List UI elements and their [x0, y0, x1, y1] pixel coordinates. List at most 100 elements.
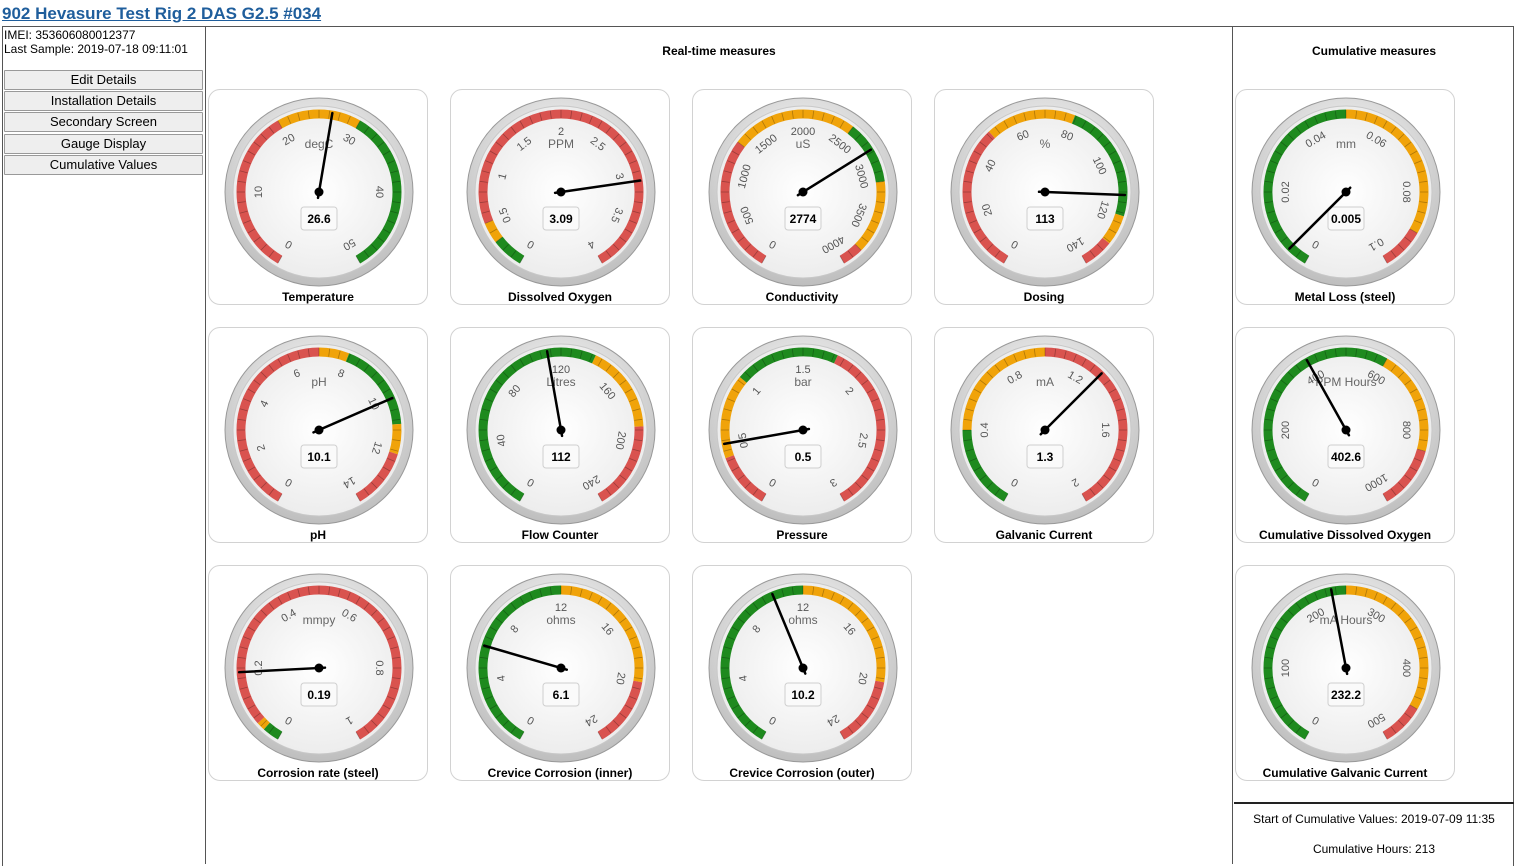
- gauge-band: [478, 585, 562, 740]
- gauge-band: [597, 426, 644, 502]
- gauge-needle: [796, 148, 873, 197]
- gauge-band: [802, 585, 886, 683]
- gauge-card-crevice-corrosion-outer: 0 4 8 12 16 20 24 ohms 10.2 Crevice Corrosion (ou…: [692, 565, 912, 781]
- gauge-tick-label: 2: [255, 443, 268, 452]
- gauge-tick-label: 0.8: [373, 660, 385, 675]
- gauge-value-box: [784, 444, 822, 469]
- gauge-pivot: [314, 425, 324, 435]
- gauge-needle: [316, 111, 334, 200]
- gauge-unit-label: uS: [796, 137, 811, 151]
- gauge-tick-label: 20: [613, 671, 627, 685]
- gauge-tick-label: 12: [797, 602, 809, 614]
- gauge-band: [478, 347, 596, 502]
- gauge-title: Dosing: [1023, 290, 1065, 304]
- gauge-card-conductivity: 0 500 1000 1500 2000 2500 3000 3500 4000 uS 2774 Co…: [692, 89, 912, 305]
- gauge-needle: [722, 427, 811, 446]
- gauge-card-flow-counter: 0 40 80 120 160 200 240 Litres 112 Flow Counter: [450, 327, 670, 543]
- gauge-band: [495, 236, 525, 264]
- gauge-band: [962, 429, 1009, 502]
- gauge-band: [1382, 448, 1426, 502]
- gauge-band: [484, 220, 503, 243]
- gauge-title: Conductivity: [765, 290, 839, 304]
- gauge-tick-label: 0: [283, 713, 294, 726]
- gauge-tick-label: 0.08: [1400, 181, 1412, 202]
- gauge-value-box: [300, 682, 338, 707]
- gauge-tick-label: 400: [1400, 659, 1412, 677]
- last-sample-text: Last Sample: 2019-07-18 09:11:01: [4, 42, 188, 56]
- gauge-band: [318, 347, 350, 362]
- gauge-unit-label: ohms: [788, 613, 817, 627]
- gauge-value-readout: 402.6: [1331, 450, 1361, 464]
- cumulative-divider: [1232, 27, 1233, 864]
- gauge-tick-label: 20: [980, 202, 995, 217]
- gauge-value-box: [300, 444, 338, 469]
- gauge-title: Cumulative Dissolved Oxygen: [1258, 528, 1432, 542]
- gauge-band: [847, 126, 885, 183]
- page-title[interactable]: 902 Hevasure Test Rig 2 DAS G2.5 #034: [2, 4, 322, 23]
- gauge-value-readout: 2774: [790, 212, 817, 226]
- gauge-value-box: [542, 444, 580, 469]
- gauge-band: [1345, 585, 1429, 710]
- gauge-value-readout: 6.1: [553, 688, 570, 702]
- gauge-tick-label: 0: [525, 713, 536, 726]
- gauge-tick-label: 4: [258, 399, 271, 410]
- gauge-card-ph: 0 2 4 6 8 10 12 14 pH 10.1 pH: [208, 327, 428, 543]
- gauge-tick-label: 3.5: [608, 206, 625, 225]
- gauge-band: [988, 109, 1076, 139]
- gauge-band: [854, 181, 886, 251]
- installation-details-button[interactable]: Installation Details: [4, 91, 203, 111]
- gauge-band: [962, 131, 1009, 264]
- gauge-needle: [482, 644, 569, 671]
- gauge-tick-label: 800: [1400, 421, 1412, 439]
- gauge-band: [591, 355, 644, 427]
- gauge-value-readout: 232.2: [1331, 688, 1361, 702]
- gauge-value-readout: 0.005: [1331, 212, 1361, 226]
- gauge-band: [478, 109, 644, 264]
- gauge-title: Metal Loss (steel): [1294, 290, 1396, 304]
- gauge-pivot: [556, 425, 566, 435]
- gauge-tick-label: 40: [983, 158, 999, 174]
- gauge-display-button[interactable]: Gauge Display: [4, 134, 203, 154]
- gauge-tick-label: 24: [825, 712, 842, 729]
- gauge-unit-label: mm: [1336, 137, 1356, 151]
- gauge-band: [1382, 358, 1429, 452]
- gauge-pivot: [556, 187, 566, 197]
- gauge-needle: [1305, 358, 1351, 437]
- gauge-band: [236, 585, 402, 740]
- gauge-tick-label: 120: [552, 364, 570, 376]
- gauge-tick-label: 0: [1310, 475, 1321, 488]
- gauge-band: [739, 347, 838, 383]
- gauge-tick-label: 0: [767, 713, 778, 726]
- gauge-band: [1102, 213, 1124, 244]
- gauge-title: Dissolved Oxygen: [507, 290, 613, 304]
- gauge-unit-label: mA: [1036, 375, 1054, 389]
- gauge-band: [597, 680, 643, 740]
- gauge-title: Flow Counter: [521, 528, 599, 542]
- gauge-pivot: [798, 425, 808, 435]
- gauge-tick-label: 1.5: [795, 364, 810, 376]
- gauge-needle: [553, 179, 642, 195]
- gauge-title: Temperature: [282, 290, 354, 304]
- gauge-card-crevice-corrosion-inner: 0 4 8 12 16 20 24 ohms 6.1 Crevice Corrosion (inn…: [450, 565, 670, 781]
- gauge-band: [236, 347, 320, 502]
- secondary-screen-button[interactable]: Secondary Screen: [4, 112, 203, 132]
- gauge-tick-label: 24: [583, 712, 600, 729]
- gauge-tick-label: 6: [292, 367, 302, 380]
- gauge-band: [720, 141, 767, 264]
- gauge-title: Crevice Corrosion (outer): [729, 766, 875, 780]
- gauge-value-readout: 113: [1035, 212, 1055, 226]
- gauge-band: [1263, 109, 1347, 264]
- cumulative-values-button[interactable]: Cumulative Values: [4, 155, 203, 175]
- gauge-card-galvanic-current: 0 0.4 0.8 1.2 1.6 2 mA 1.3 Galvanic Current: [934, 327, 1154, 543]
- gauge-tick-label: 1: [343, 713, 354, 726]
- gauge-value-readout: 0.5: [795, 450, 812, 464]
- gauge-tick-label: 4: [585, 237, 596, 250]
- gauge-band: [1071, 115, 1128, 217]
- gauge-value-box: [1327, 206, 1365, 231]
- edit-details-button[interactable]: Edit Details: [4, 70, 203, 90]
- gauge-card-cumulative-galvanic-current: 0 100 200 300 400 500 mA Hours 232.2 Cumulative …: [1235, 565, 1455, 781]
